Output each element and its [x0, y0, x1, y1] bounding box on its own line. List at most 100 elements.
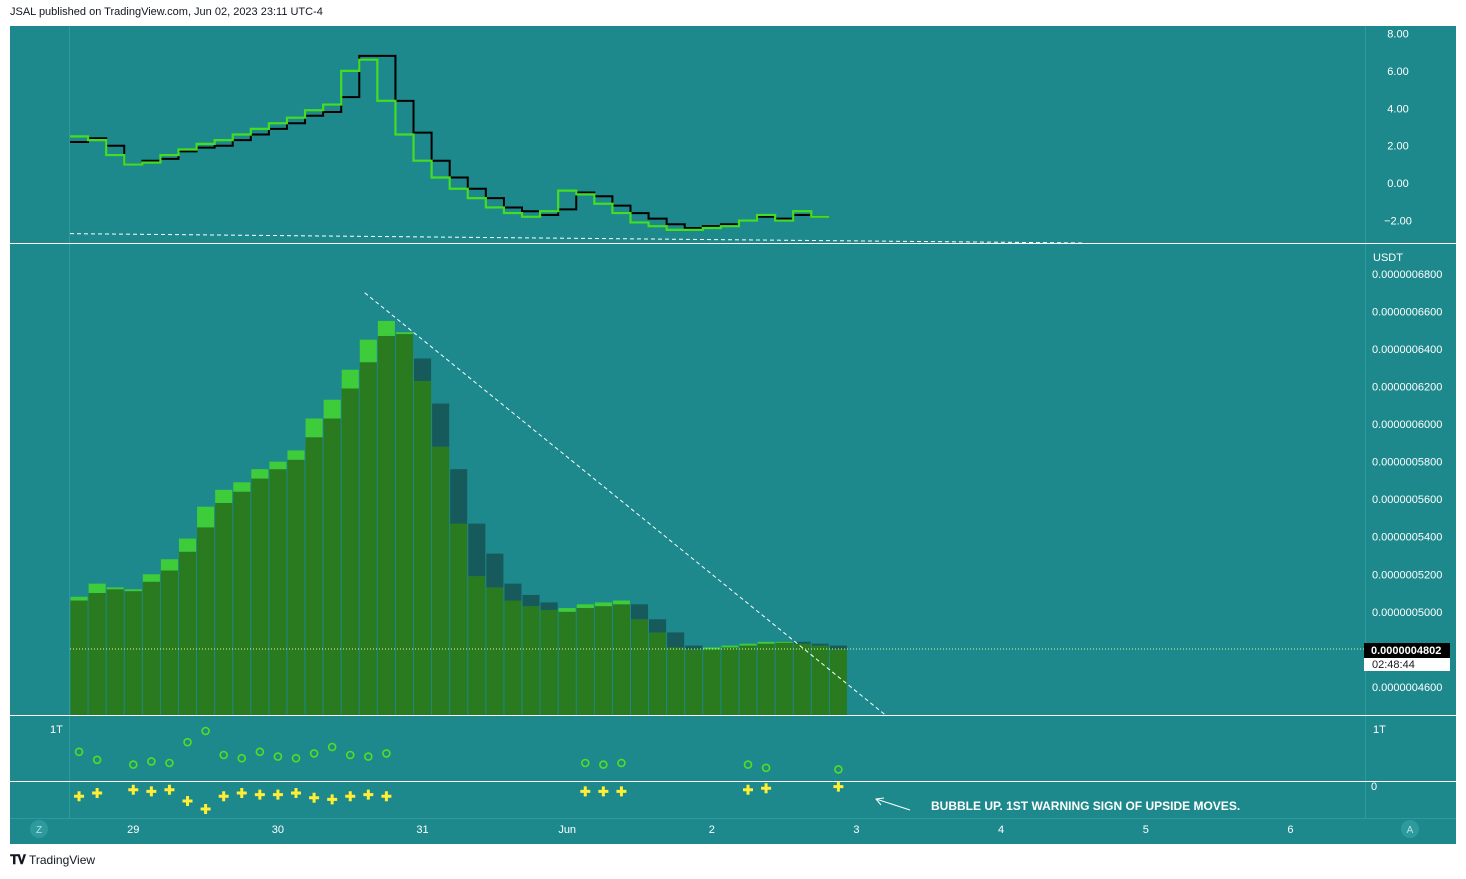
price-bar-body: [594, 606, 612, 715]
signal-label-right: 1T: [1373, 724, 1386, 736]
time-tick-label: 31: [416, 824, 428, 836]
price-bar-body: [124, 591, 142, 715]
price-bar-body: [88, 593, 106, 715]
auto-scale-button[interactable]: A: [1401, 820, 1419, 838]
price-tick-label: 0.0000006000: [1372, 419, 1442, 431]
price-bar-body: [341, 388, 359, 715]
price-bar-cap: [377, 320, 395, 336]
price-bar-body: [667, 647, 685, 715]
price-bar-cap: [160, 559, 178, 571]
price-bar-body: [522, 606, 540, 715]
price-bar-body: [630, 619, 649, 715]
signal-cross: [363, 789, 374, 800]
price-bar-cap: [594, 602, 612, 607]
signal-cross: [146, 786, 157, 797]
signal-cross: [580, 786, 591, 797]
footer-brand[interactable]: 𝐓𝐕 TradingView: [10, 852, 95, 868]
time-tick-label: 29: [127, 824, 139, 836]
last-price-label: 0.0000004802 02:48:44: [1364, 643, 1450, 671]
signal-circle: [128, 760, 138, 769]
signal-circle: [147, 757, 156, 766]
price-tick-label: 0.0000005000: [1372, 607, 1442, 619]
price-bar-body: [612, 604, 630, 715]
signal-cross: [833, 781, 844, 792]
time-tick-label: 5: [1143, 824, 1149, 836]
price-bar-body: [305, 437, 323, 715]
signal-cross: [616, 786, 627, 797]
oscillator-pane: 8.00 6.00 4.00 2.00 0.00 −2.00: [69, 28, 1412, 244]
signal-cross: [327, 794, 338, 805]
price-bar-cap: [233, 482, 251, 492]
signal-circle: [834, 765, 843, 774]
price-bar-cap: [124, 589, 142, 592]
price-bar-cap: [667, 632, 685, 648]
price-bar-cap: [757, 641, 775, 644]
price-tick-label: 0.0000006200: [1372, 382, 1442, 394]
scroll-left-button[interactable]: Z: [30, 820, 48, 838]
price-bar-body: [178, 551, 197, 715]
price-bar-body: [377, 335, 395, 715]
publish-info: JSAL published on TradingView.com, Jun 0…: [10, 6, 323, 18]
price-bar-body: [215, 502, 233, 715]
price-bar-cap: [323, 399, 341, 419]
signal-cross: [182, 796, 193, 806]
price-bar-body: [287, 459, 305, 715]
price-bar-body: [540, 609, 558, 715]
price-bar-cap: [88, 583, 106, 594]
price-bar-cap: [504, 583, 522, 601]
price-bar-cap: [251, 469, 269, 479]
price-bar-body: [432, 446, 450, 715]
signal-circle: [255, 747, 265, 757]
price-bar-cap: [522, 594, 540, 607]
price-bar-cap: [829, 645, 847, 649]
signal-circle: [183, 737, 192, 747]
price-bar-cap: [269, 461, 287, 470]
price-unit-label: USDT: [1373, 252, 1403, 264]
price-bar-cap: [287, 450, 305, 460]
signal-cross: [236, 788, 247, 798]
price-bar-cap: [305, 418, 323, 438]
price-bar-body: [160, 570, 178, 715]
signal-pane: [74, 726, 844, 814]
signal-circle: [761, 763, 771, 773]
price-bar-body: [197, 527, 215, 715]
price-bar-cap: [685, 645, 703, 650]
price-bar-cap: [486, 553, 504, 588]
signal-cross: [164, 784, 175, 795]
signal-cross: [743, 784, 753, 795]
osc-tick-label: −2.00: [1384, 216, 1412, 228]
signal-circle: [364, 752, 373, 761]
price-bar-body: [504, 600, 522, 715]
price-tick-label: 0.0000006400: [1372, 344, 1442, 356]
signal-cross: [200, 804, 211, 814]
signal-cross: [92, 788, 103, 798]
osc-series-main: [70, 58, 830, 232]
price-tick-label: 0.0000005200: [1372, 569, 1442, 581]
signal-cross: [218, 791, 229, 802]
price-bar-cap: [359, 339, 377, 363]
annotation: BUBBLE UP. 1ST WARNING SIGN OF UPSIDE MO…: [875, 797, 1240, 813]
price-bar-body: [685, 649, 703, 715]
signal-cross: [381, 791, 392, 802]
chart-background: [10, 26, 1456, 844]
price-bar-cap: [341, 369, 359, 389]
price-bar-cap: [703, 647, 721, 650]
osc-tick-label: 8.00: [1387, 28, 1408, 40]
osc-tick-label: 6.00: [1387, 66, 1408, 78]
signal-circle: [327, 742, 337, 752]
price-bar-cap: [197, 506, 215, 528]
signal-circle: [580, 758, 590, 768]
signal-cross: [309, 792, 320, 803]
osc-tick-label: 4.00: [1387, 103, 1408, 115]
price-bar-cap: [811, 643, 829, 646]
signal-cross: [291, 788, 301, 798]
price-bar-cap: [414, 358, 432, 381]
price-bar-body: [269, 469, 287, 715]
price-bar-cap: [468, 523, 486, 577]
price-bar-cap: [70, 596, 88, 601]
signal-circle: [345, 750, 355, 760]
price-bar-cap: [739, 643, 757, 646]
time-tick-label: 2: [709, 824, 715, 836]
price-bar-body: [811, 645, 829, 715]
